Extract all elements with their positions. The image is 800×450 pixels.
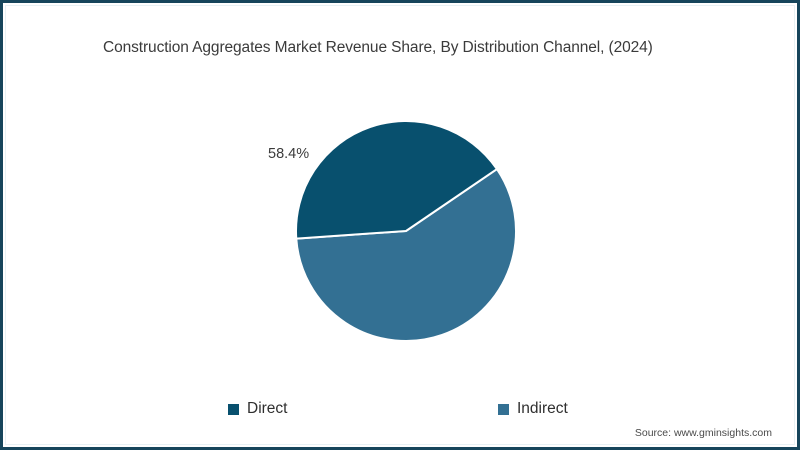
legend-swatch-icon [228,403,239,415]
pie-chart-svg [295,120,517,342]
chart-canvas: Construction Aggregates Market Revenue S… [6,6,794,444]
pie-slice-direct[interactable] [295,120,499,240]
pie-chart: 58.4% [268,117,520,345]
chart-legend: Direct Indirect [6,399,794,425]
legend-label-direct: Direct [247,400,288,417]
legend-swatch-icon [498,403,509,415]
page-title: Construction Aggregates Market Revenue S… [103,39,653,56]
legend-item-indirect[interactable]: Indirect [498,399,568,419]
pie-label-indirect: 58.4% [268,146,310,162]
legend-item-direct[interactable]: Direct [228,399,287,419]
pie-slice-indirect[interactable] [295,167,517,342]
source-attribution: Source: www.gminsights.com [634,427,772,439]
legend-label-indirect: Indirect [517,400,568,417]
